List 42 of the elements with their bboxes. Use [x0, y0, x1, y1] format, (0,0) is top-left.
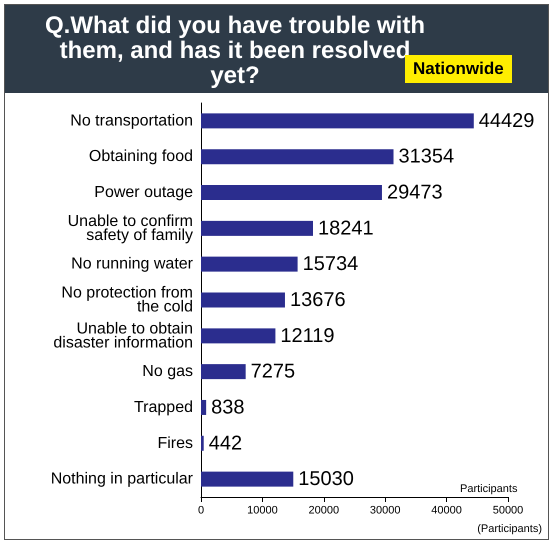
x-tick-label: 10000 [247, 504, 278, 516]
y-tick-label: Power outage [94, 184, 194, 202]
data-label: 15030 [298, 468, 354, 490]
y-tick-label: Trapped [134, 398, 193, 416]
x-tick-label: 40000 [431, 504, 462, 516]
bar [201, 220, 313, 236]
y-tick-label: Unable to obtain disaster information [53, 320, 193, 352]
x-tick-label: 20000 [308, 504, 340, 516]
data-label: 15734 [302, 253, 358, 276]
bar [201, 472, 294, 487]
data-label: 29473 [386, 182, 443, 204]
x-axis-title: (Participants) [477, 523, 542, 535]
x-tick-label: 50000 [492, 504, 524, 516]
y-tick-label: Obtaining food [88, 148, 193, 166]
y-tick-label: Nothing in particular [50, 470, 194, 488]
y-tick-label: No protection from the cold [61, 284, 193, 316]
y-tick-label: Fires [157, 434, 193, 452]
bar [201, 113, 474, 128]
bar [201, 256, 298, 272]
bar [201, 292, 285, 308]
y-tick-label: No gas [142, 363, 193, 380]
text: Nationwide [413, 59, 504, 78]
x-tick-label: 0 [198, 504, 204, 516]
data-label: 31354 [398, 146, 454, 168]
data-label: 838 [211, 396, 245, 418]
data-label: 12119 [280, 324, 335, 347]
data-label: 18241 [318, 217, 374, 240]
y-tick-label: No running water [71, 256, 194, 273]
data-label: 442 [208, 432, 242, 454]
annotation: Participants [460, 483, 518, 495]
data-label: 44429 [478, 110, 534, 132]
data-label: 7275 [250, 360, 296, 383]
bar [201, 436, 204, 451]
bar [201, 400, 206, 415]
bar [201, 364, 246, 380]
x-tick-label: 30000 [370, 504, 400, 516]
y-tick-label: Unable to confirm safety of family [68, 212, 193, 244]
bar [201, 149, 394, 164]
data-label: 13676 [290, 289, 346, 311]
bar [201, 328, 276, 344]
y-tick-label: No transportation [70, 112, 193, 130]
bar [201, 185, 382, 200]
